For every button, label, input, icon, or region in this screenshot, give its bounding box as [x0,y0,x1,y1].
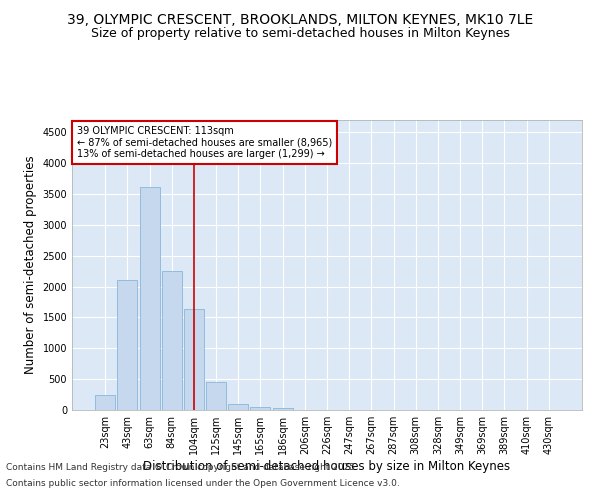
Bar [95,394,115,410]
Text: 39 OLYMPIC CRESCENT: 113sqm
← 87% of semi-detached houses are smaller (8,965)
13: 39 OLYMPIC CRESCENT: 113sqm ← 87% of sem… [77,126,332,159]
Y-axis label: Number of semi-detached properties: Number of semi-detached properties [24,156,37,374]
Text: Size of property relative to semi-detached houses in Milton Keynes: Size of property relative to semi-detach… [91,28,509,40]
Bar [140,186,160,410]
Bar [162,271,182,410]
Bar [228,404,248,410]
Text: Contains HM Land Registry data © Crown copyright and database right 2025.: Contains HM Land Registry data © Crown c… [6,464,358,472]
Bar [118,280,137,410]
Bar [184,309,204,410]
Bar [206,382,226,410]
Bar [250,407,271,410]
X-axis label: Distribution of semi-detached houses by size in Milton Keynes: Distribution of semi-detached houses by … [143,460,511,473]
Text: 39, OLYMPIC CRESCENT, BROOKLANDS, MILTON KEYNES, MK10 7LE: 39, OLYMPIC CRESCENT, BROOKLANDS, MILTON… [67,12,533,26]
Text: Contains public sector information licensed under the Open Government Licence v3: Contains public sector information licen… [6,478,400,488]
Bar [272,408,293,410]
